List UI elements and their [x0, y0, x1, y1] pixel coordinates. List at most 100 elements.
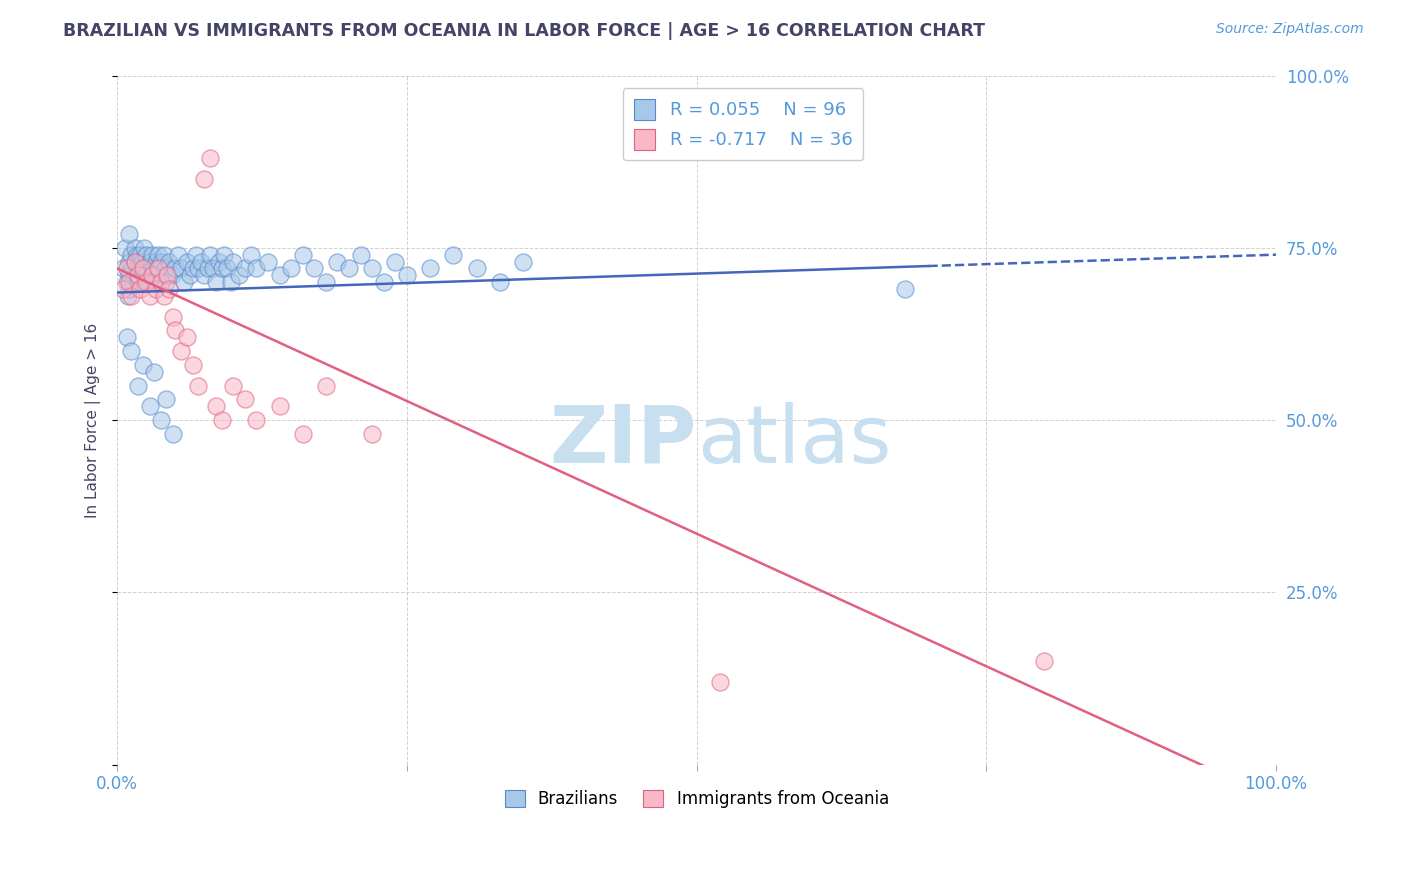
- Point: [120, 344, 142, 359]
- Point: [197, 261, 219, 276]
- Point: [146, 261, 169, 276]
- Point: [291, 426, 314, 441]
- Point: [190, 254, 212, 268]
- Point: [118, 227, 141, 241]
- Point: [441, 247, 464, 261]
- Text: BRAZILIAN VS IMMIGRANTS FROM OCEANIA IN LABOR FORCE | AGE > 16 CORRELATION CHART: BRAZILIAN VS IMMIGRANTS FROM OCEANIA IN …: [63, 22, 986, 40]
- Point: [152, 247, 174, 261]
- Point: [143, 365, 166, 379]
- Point: [187, 378, 209, 392]
- Point: [114, 241, 136, 255]
- Point: [184, 247, 207, 261]
- Point: [134, 261, 156, 276]
- Point: [156, 268, 179, 283]
- Point: [115, 330, 138, 344]
- Point: [132, 358, 155, 372]
- Point: [187, 261, 209, 276]
- Point: [709, 674, 731, 689]
- Point: [132, 268, 155, 283]
- Point: [208, 254, 231, 268]
- Point: [125, 268, 148, 283]
- Point: [132, 261, 155, 276]
- Point: [146, 247, 169, 261]
- Point: [173, 275, 195, 289]
- Point: [150, 413, 173, 427]
- Y-axis label: In Labor Force | Age > 16: In Labor Force | Age > 16: [86, 322, 101, 517]
- Point: [132, 241, 155, 255]
- Point: [112, 282, 135, 296]
- Point: [129, 261, 152, 276]
- Point: [129, 247, 152, 261]
- Point: [152, 289, 174, 303]
- Point: [211, 261, 233, 276]
- Point: [228, 268, 250, 283]
- Point: [239, 247, 262, 261]
- Point: [124, 254, 146, 268]
- Point: [165, 261, 187, 276]
- Point: [135, 275, 157, 289]
- Point: [269, 399, 291, 413]
- Point: [219, 275, 242, 289]
- Point: [166, 247, 188, 261]
- Point: [204, 399, 226, 413]
- Point: [233, 261, 256, 276]
- Point: [373, 275, 395, 289]
- Point: [179, 268, 201, 283]
- Point: [127, 275, 149, 289]
- Point: [127, 261, 149, 276]
- Point: [160, 268, 183, 283]
- Point: [165, 323, 187, 337]
- Point: [118, 282, 141, 296]
- Point: [222, 254, 245, 268]
- Point: [148, 261, 170, 276]
- Point: [280, 261, 302, 276]
- Point: [120, 247, 142, 261]
- Point: [138, 275, 160, 289]
- Point: [291, 247, 314, 261]
- Point: [315, 275, 337, 289]
- Point: [150, 275, 173, 289]
- Point: [143, 275, 166, 289]
- Point: [488, 275, 510, 289]
- Point: [120, 289, 142, 303]
- Point: [211, 413, 233, 427]
- Point: [222, 378, 245, 392]
- Point: [384, 254, 406, 268]
- Point: [142, 261, 165, 276]
- Point: [1033, 654, 1056, 668]
- Point: [304, 261, 326, 276]
- Point: [124, 241, 146, 255]
- Point: [465, 261, 488, 276]
- Point: [128, 254, 150, 268]
- Point: [337, 261, 360, 276]
- Point: [153, 261, 176, 276]
- Point: [361, 261, 384, 276]
- Point: [118, 254, 141, 268]
- Point: [138, 399, 160, 413]
- Text: Source: ZipAtlas.com: Source: ZipAtlas.com: [1216, 22, 1364, 37]
- Point: [138, 254, 160, 268]
- Point: [141, 268, 163, 283]
- Point: [326, 254, 349, 268]
- Point: [125, 247, 148, 261]
- Point: [176, 330, 198, 344]
- Point: [135, 247, 157, 261]
- Point: [257, 254, 280, 268]
- Point: [121, 261, 143, 276]
- Point: [212, 247, 235, 261]
- Point: [139, 268, 162, 283]
- Point: [118, 268, 141, 283]
- Point: [129, 282, 152, 296]
- Point: [155, 392, 177, 407]
- Point: [115, 275, 138, 289]
- Point: [162, 426, 184, 441]
- Point: [193, 268, 215, 283]
- Point: [127, 268, 149, 283]
- Point: [198, 151, 221, 165]
- Point: [170, 261, 193, 276]
- Point: [124, 254, 146, 268]
- Point: [181, 358, 204, 372]
- Point: [181, 261, 204, 276]
- Point: [155, 275, 177, 289]
- Point: [122, 275, 145, 289]
